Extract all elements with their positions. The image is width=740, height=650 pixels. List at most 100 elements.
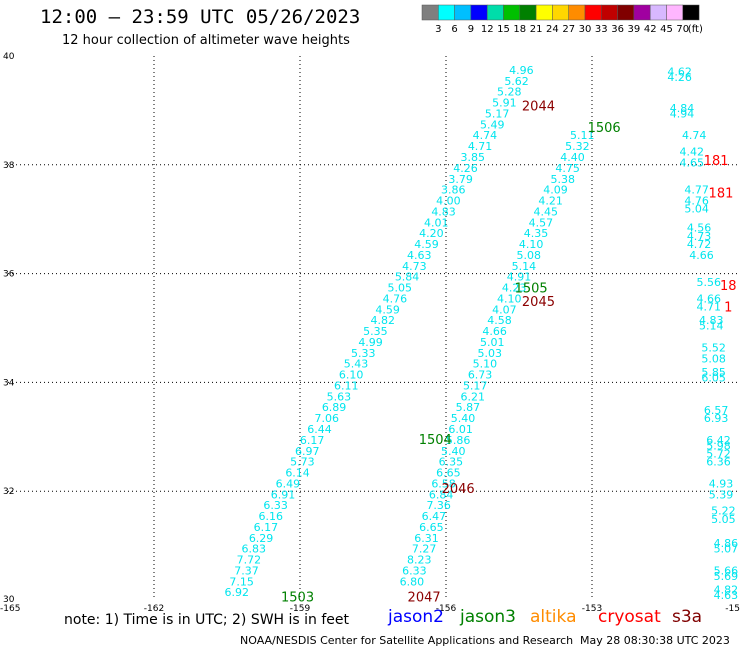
y-tick-label: 40: [3, 52, 15, 62]
swh-point: 4.21: [538, 195, 563, 208]
swh-point: 4.26: [667, 71, 692, 84]
swh-point: 6.42: [706, 434, 731, 447]
swh-point: 4.10: [497, 292, 522, 305]
colorbar-label: 15: [497, 24, 510, 35]
pass-time-label: 1505: [515, 282, 548, 297]
swh-point: 5.87: [456, 401, 481, 414]
swh-point: 5.14: [699, 320, 724, 333]
swh-point: 4.71: [468, 140, 493, 153]
swh-point: 5.66: [714, 564, 739, 577]
swh-point: 6.93: [704, 412, 729, 425]
colorbar-label: 6: [451, 24, 457, 35]
swh-point: 6.80: [400, 575, 425, 588]
swh-point: 5.86: [446, 434, 471, 447]
swh-point: 5.84: [395, 271, 420, 284]
swh-point: 7.15: [229, 575, 254, 588]
swh-point: 6.44: [307, 423, 332, 436]
swh-point: 5.43: [344, 358, 369, 371]
swh-point: 6.05: [701, 371, 726, 384]
swh-point: 4.63: [407, 249, 432, 262]
swh-point: 4.57: [529, 216, 554, 229]
swh-point: 7.72: [237, 554, 262, 567]
swh-point: 5.91: [492, 97, 517, 110]
swh-point: 6.91: [271, 488, 296, 501]
colorbar-label: 33: [595, 24, 608, 35]
swh-point: 8.23: [407, 554, 432, 567]
footer-note: note: 1) Time is in UTC; 2) SWH is in fe…: [64, 612, 350, 628]
swh-point: 4.86: [714, 537, 739, 550]
x-tick-label: -156: [436, 604, 457, 614]
colorbar-label: 30: [579, 24, 592, 35]
swh-point: 5.56: [697, 276, 722, 289]
swh-point: 4.01: [424, 216, 449, 229]
pass-time-label: 2044: [522, 99, 555, 114]
swh-point: 5.08: [701, 352, 726, 365]
colorbar-label: 27: [562, 24, 575, 35]
swh-point: 4.82: [714, 583, 739, 596]
colorbar-label: 18: [513, 24, 526, 35]
swh-point: 3.85: [461, 151, 486, 164]
swh-point: 4.07: [492, 303, 517, 316]
legend-s3a: s3a: [672, 607, 703, 627]
swh-point: 3.86: [441, 184, 466, 197]
swh-point: 4.72: [687, 238, 712, 251]
swh-point: 6.10: [339, 369, 364, 382]
swh-point: 5.28: [497, 86, 522, 99]
swh-point: 4.94: [670, 107, 695, 120]
swh-point: 6.92: [224, 586, 249, 599]
swh-point: 4.26: [453, 162, 478, 175]
swh-point: 6.33: [402, 564, 427, 577]
swh-point: 6.58: [431, 477, 456, 490]
swh-point: 5.10: [473, 358, 498, 371]
swh-point: 5.03: [478, 347, 503, 360]
x-tick-label: -159: [290, 604, 311, 614]
swh-point: 4.77: [684, 184, 709, 197]
colorbar-unit: (ft): [688, 24, 703, 35]
swh-point: 5.17: [463, 379, 488, 392]
swh-point: 4.42: [680, 146, 705, 159]
swh-point: 5.07: [714, 543, 739, 556]
swh-point: 5.49: [480, 118, 505, 131]
swh-point: 4.82: [370, 314, 395, 327]
swh-point: 4.74: [682, 129, 707, 142]
swh-point: 6.21: [461, 390, 486, 403]
x-tick-label: -153: [582, 604, 602, 614]
swh-point: 7.37: [234, 564, 259, 577]
swh-point: 5.14: [512, 260, 537, 273]
colorbar-label: 42: [644, 24, 657, 35]
swh-point: 7.27: [412, 543, 437, 556]
legend-jason3: jason3: [460, 607, 516, 627]
swh-point: 5.69: [714, 570, 739, 583]
swh-point: 5.04: [684, 203, 709, 216]
swh-point: 6.83: [242, 543, 267, 556]
pass-time-label: 1504: [419, 433, 452, 448]
swh-point: 4.75: [555, 162, 580, 175]
swh-point: 4.45: [534, 205, 559, 218]
swh-point: 6.31: [414, 532, 439, 545]
swh-point: 7.36: [426, 499, 451, 512]
swh-point: 4.65: [680, 156, 705, 169]
swh-point: 6.01: [448, 423, 473, 436]
swh-point: 4.58: [487, 314, 512, 327]
swh-point: 5.17: [485, 107, 510, 120]
legend-cryosat: cryosat: [598, 607, 661, 627]
swh-point: 4.99: [358, 336, 383, 349]
colorbar-label: 3: [435, 24, 441, 35]
swh-point: 6.65: [436, 467, 461, 480]
swh-point: 5.08: [516, 249, 541, 262]
pass-time-label: 1503: [281, 591, 314, 606]
swh-point: 4.10: [519, 238, 544, 251]
swh-point: 4.59: [414, 238, 439, 251]
y-tick-label: 36: [3, 270, 15, 280]
y-tick-label: 34: [3, 378, 15, 388]
colorbar-label: 21: [530, 24, 543, 35]
swh-point: 5.62: [504, 75, 529, 88]
swh-point: 6.84: [429, 488, 454, 501]
swh-point: 7.06: [315, 412, 340, 425]
swh-point: 6.57: [704, 404, 729, 417]
colorbar-swatch: [682, 4, 700, 21]
y-tick-label: 30: [3, 595, 15, 605]
swh-point: 6.17: [300, 434, 325, 447]
swh-point: 5.98: [706, 439, 731, 452]
swh-point: 5.52: [701, 341, 726, 354]
